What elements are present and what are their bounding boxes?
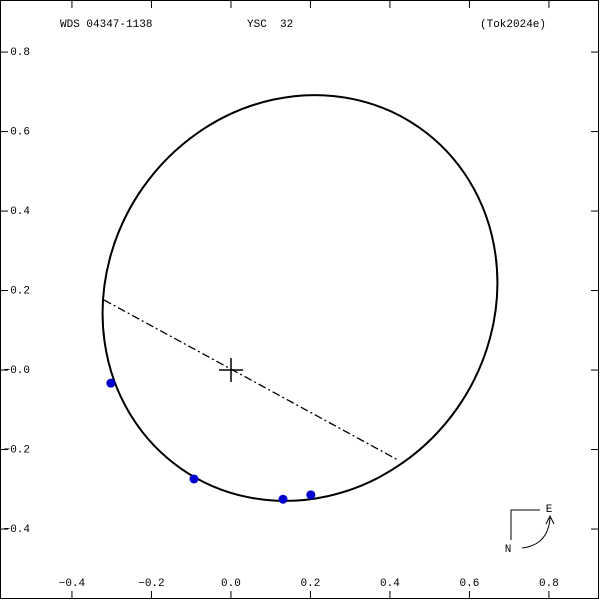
line-of-nodes [103,299,399,461]
y-tick-label: −0.2 [4,444,30,456]
reference: (Tok2024e) [480,19,546,31]
x-tick-label: 0.8 [539,578,559,590]
observation [106,378,116,388]
y-tick-label: −0.4 [4,524,31,536]
compass-arrow [545,514,555,525]
y-tick-label: 0.8 [10,47,30,59]
chart-title: WDS 04347-1138 [60,19,152,31]
y-tick-label: 0.4 [10,206,30,218]
x-tick-label: 0.6 [460,578,480,590]
x-tick-label: −0.4 [59,578,86,590]
y-tick-label: 0.2 [10,285,30,297]
y-tick-label: −0.0 [4,365,30,377]
observation [278,494,288,504]
compass-east: E [546,504,553,516]
x-tick-label: 0.4 [380,578,400,590]
x-tick-label: 0.2 [301,578,321,590]
observation [189,474,199,484]
compass [510,509,540,540]
compass-north: N [505,544,512,556]
orbit [101,94,499,502]
x-tick-label: 0.0 [221,578,241,590]
x-tick-label: −0.2 [138,578,164,590]
chart-subtitle: YSC 32 [247,19,293,31]
compass-arrow [521,517,551,549]
y-tick-label: 0.6 [10,126,30,138]
observation [306,490,316,500]
